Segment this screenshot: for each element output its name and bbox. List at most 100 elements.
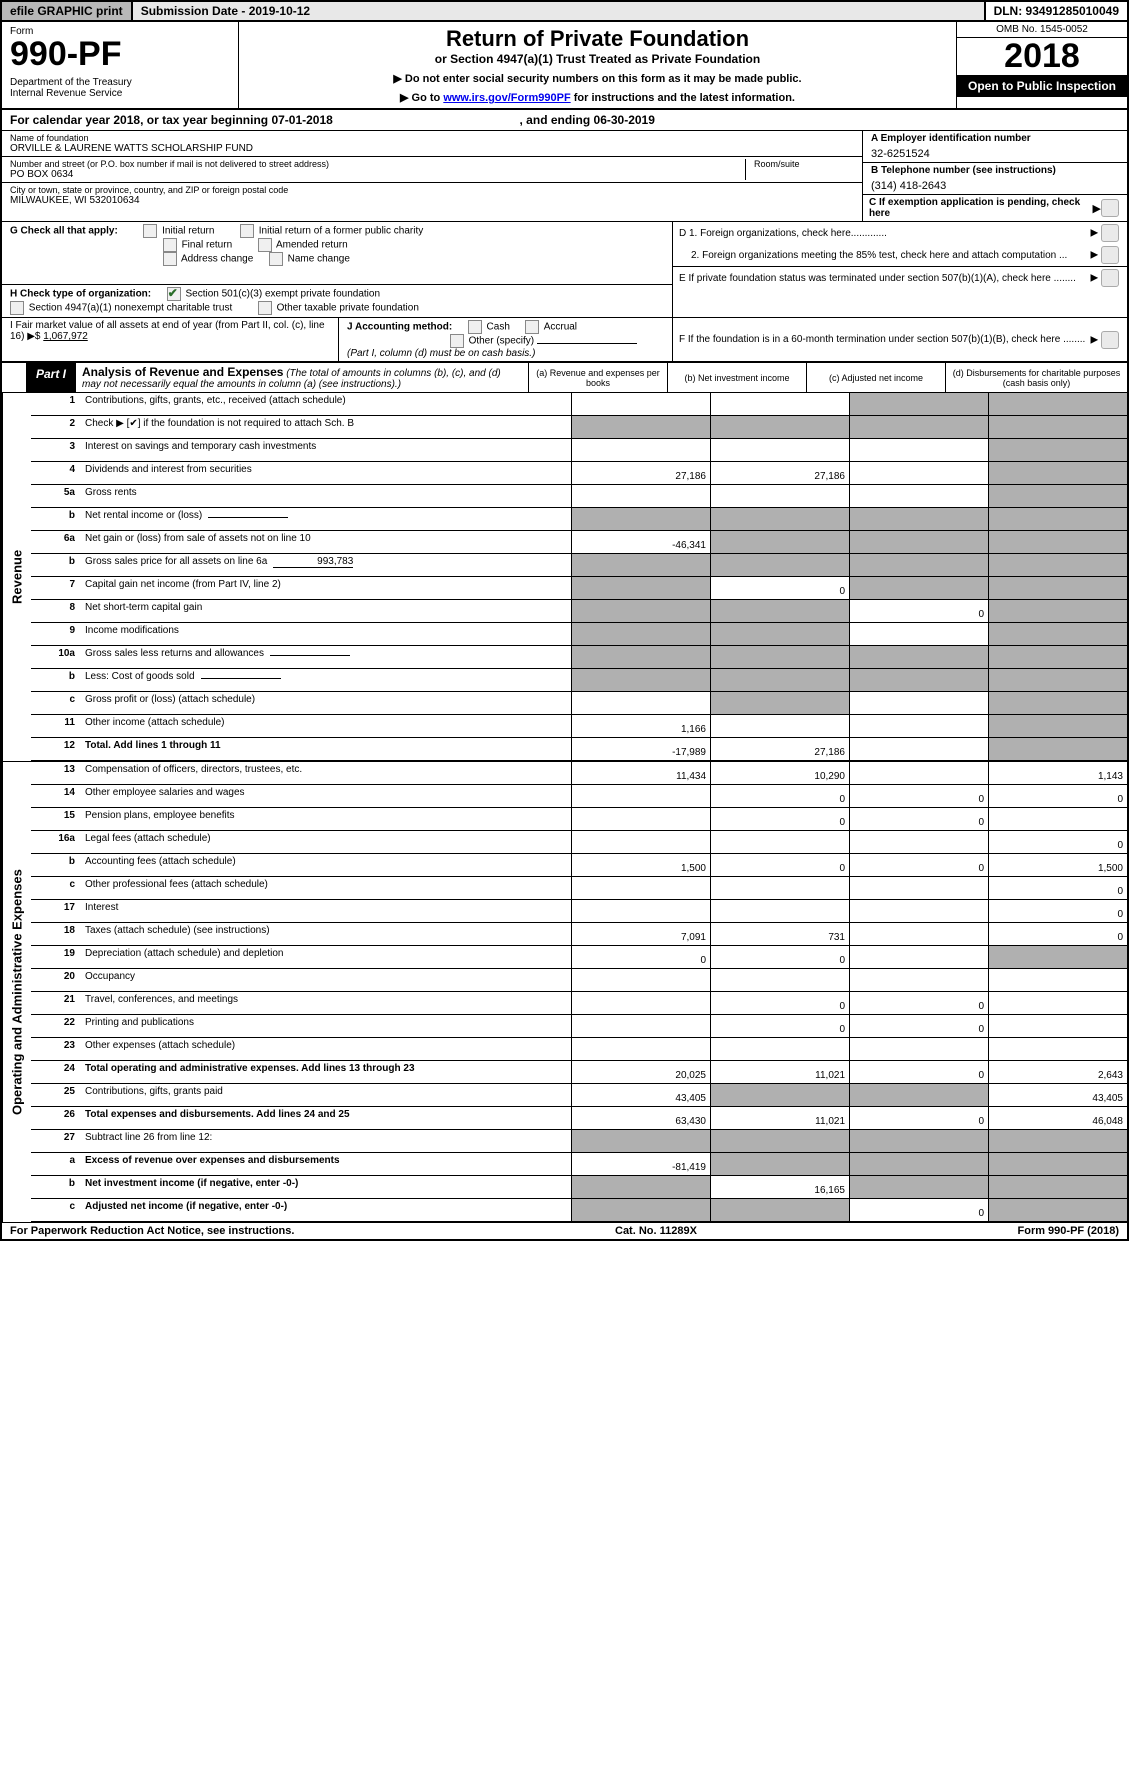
row-num: 8 — [31, 600, 79, 622]
row-num: 2 — [31, 416, 79, 438]
row-desc: Gross sales less returns and allowances — [79, 646, 571, 668]
d1-label: D 1. Foreign organizations, check here..… — [679, 228, 887, 239]
cell-a: 7,091 — [571, 923, 710, 945]
identity-left: Name of foundation ORVILLE & LAURENE WAT… — [2, 131, 862, 221]
g-initial-return[interactable] — [143, 224, 157, 238]
dln: DLN: 93491285010049 — [986, 2, 1127, 20]
cell-d — [988, 992, 1127, 1014]
cell-c: 0 — [849, 1061, 988, 1083]
g-opt-5: Name change — [288, 254, 350, 265]
table-row: 27 Subtract line 26 from line 12: — [31, 1130, 1127, 1153]
cell-c — [849, 623, 988, 645]
g-address-change[interactable] — [163, 252, 177, 266]
g-final-return[interactable] — [163, 238, 177, 252]
cell-d — [988, 1038, 1127, 1060]
table-row: 20 Occupancy — [31, 969, 1127, 992]
cell-b: 27,186 — [710, 462, 849, 484]
h-opt-3: Other taxable private foundation — [277, 303, 419, 314]
h-501c3[interactable] — [167, 287, 181, 301]
table-row: 15 Pension plans, employee benefits 0 0 — [31, 808, 1127, 831]
d2-checkbox[interactable] — [1101, 246, 1119, 264]
cell-d — [988, 1130, 1127, 1152]
form-header: Form 990-PF Department of the Treasury I… — [2, 22, 1127, 110]
cell-b: 11,021 — [710, 1061, 849, 1083]
g-opt-1: Initial return of a former public charit… — [259, 226, 424, 237]
instr-line-2: ▶ Go to www.irs.gov/Form990PF for instru… — [249, 91, 946, 104]
cell-c: 0 — [849, 600, 988, 622]
cell-d: 0 — [988, 900, 1127, 922]
cell-c — [849, 531, 988, 553]
table-row: b Gross sales price for all assets on li… — [31, 554, 1127, 577]
h-other-taxable[interactable] — [258, 301, 272, 315]
f-checkbox[interactable] — [1101, 331, 1119, 349]
cell-c — [849, 692, 988, 714]
cell-c — [849, 923, 988, 945]
j-opt-1: Accrual — [544, 322, 577, 333]
row-desc: Other expenses (attach schedule) — [79, 1038, 571, 1060]
e-row: E If private foundation status was termi… — [673, 267, 1127, 289]
cell-c — [849, 762, 988, 784]
city-label: City or town, state or province, country… — [10, 185, 854, 195]
instructions-link[interactable]: www.irs.gov/Form990PF — [443, 92, 570, 104]
row-desc: Other professional fees (attach schedule… — [79, 877, 571, 899]
cell-d — [988, 692, 1127, 714]
cell-a — [571, 646, 710, 668]
cell-a — [571, 554, 710, 576]
table-row: 10a Gross sales less returns and allowan… — [31, 646, 1127, 669]
cell-d: 0 — [988, 831, 1127, 853]
row-num: c — [31, 877, 79, 899]
cell-a: 1,500 — [571, 854, 710, 876]
check-section: G Check all that apply: Initial return I… — [2, 222, 1127, 318]
h-4947a1[interactable] — [10, 301, 24, 315]
col-d-header: (d) Disbursements for charitable purpose… — [945, 363, 1127, 392]
g-amended-return[interactable] — [258, 238, 272, 252]
table-row: 8 Net short-term capital gain 0 — [31, 600, 1127, 623]
row-desc: Accounting fees (attach schedule) — [79, 854, 571, 876]
expenses-side-label: Operating and Administrative Expenses — [2, 762, 31, 1222]
cell-a — [571, 623, 710, 645]
row-desc: Gross sales price for all assets on line… — [79, 554, 571, 576]
cell-b — [710, 831, 849, 853]
cell-a: -81,419 — [571, 1153, 710, 1175]
cell-b — [710, 485, 849, 507]
exemption-checkbox[interactable] — [1101, 199, 1119, 217]
cell-b — [710, 393, 849, 415]
check-left: G Check all that apply: Initial return I… — [2, 222, 673, 317]
row-desc: Excess of revenue over expenses and disb… — [79, 1153, 571, 1175]
cell-d — [988, 715, 1127, 737]
cell-a — [571, 600, 710, 622]
row-desc: Other employee salaries and wages — [79, 785, 571, 807]
cell-a — [571, 485, 710, 507]
j-cash[interactable] — [468, 320, 482, 334]
cell-a — [571, 439, 710, 461]
cell-a — [571, 1176, 710, 1198]
cell-c — [849, 669, 988, 691]
j-accrual[interactable] — [525, 320, 539, 334]
table-row: 2 Check ▶ [✔] if the foundation is not r… — [31, 416, 1127, 439]
g-name-change[interactable] — [269, 252, 283, 266]
efile-label: efile GRAPHIC print — [2, 2, 133, 20]
g-initial-return-former[interactable] — [240, 224, 254, 238]
cell-d — [988, 439, 1127, 461]
inline-value — [201, 678, 281, 679]
cell-a: 63,430 — [571, 1107, 710, 1129]
ein-value: 32-6251524 — [871, 144, 1119, 160]
j-other[interactable] — [450, 334, 464, 348]
table-row: 14 Other employee salaries and wages 0 0… — [31, 785, 1127, 808]
cell-d: 0 — [988, 923, 1127, 945]
table-row: 3 Interest on savings and temporary cash… — [31, 439, 1127, 462]
e-checkbox[interactable] — [1101, 269, 1119, 287]
cell-c — [849, 715, 988, 737]
row-num: 20 — [31, 969, 79, 991]
row-desc: Net investment income (if negative, ente… — [79, 1176, 571, 1198]
row-desc: Printing and publications — [79, 1015, 571, 1037]
row-desc: Capital gain net income (from Part IV, l… — [79, 577, 571, 599]
cell-b — [710, 623, 849, 645]
table-row: c Adjusted net income (if negative, ente… — [31, 1199, 1127, 1222]
row-desc: Travel, conferences, and meetings — [79, 992, 571, 1014]
d1-checkbox[interactable] — [1101, 224, 1119, 242]
cell-b — [710, 508, 849, 530]
cell-c — [849, 1153, 988, 1175]
cell-a — [571, 877, 710, 899]
footer-mid: Cat. No. 11289X — [615, 1225, 697, 1237]
